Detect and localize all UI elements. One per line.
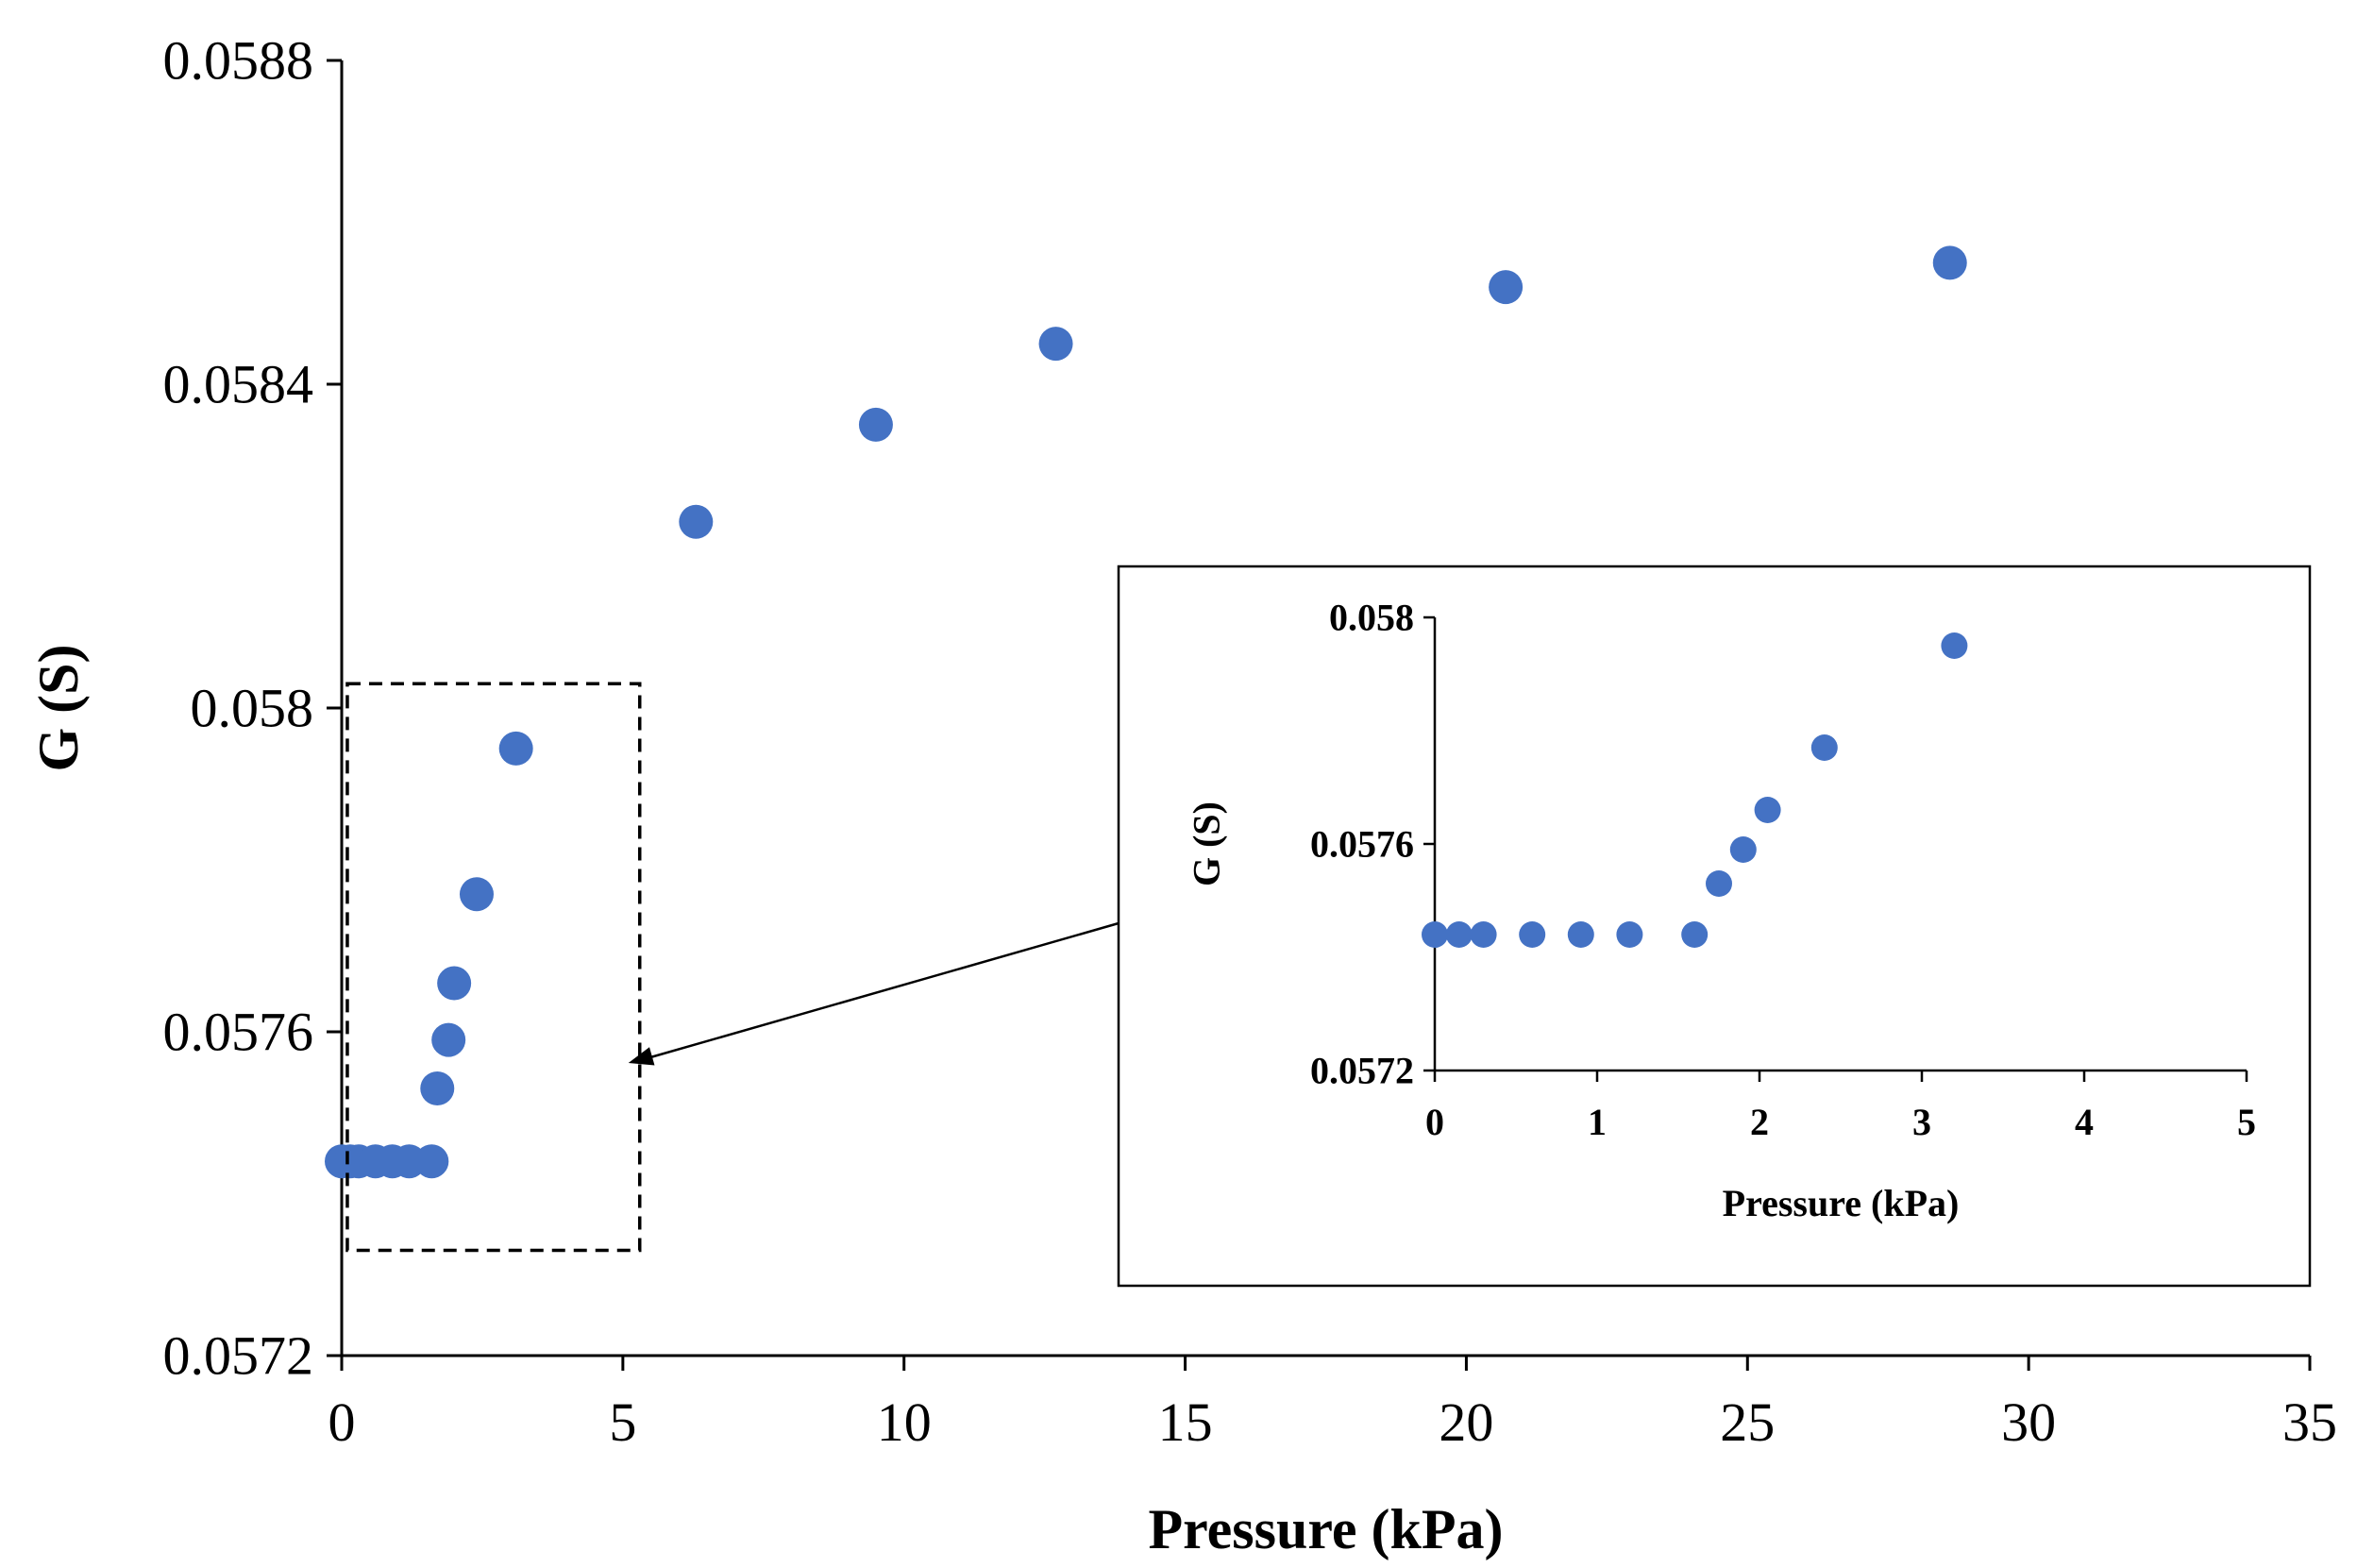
main-data-point [679, 504, 714, 539]
inset-data-point [1706, 870, 1732, 897]
main-data-point [437, 966, 472, 1001]
main-y-tick-label: 0.0576 [163, 1002, 314, 1063]
main-y-tick-label: 0.0584 [163, 354, 314, 415]
inset-data-point [1681, 921, 1709, 948]
inset-x-tick-label: 5 [2237, 1101, 2256, 1143]
main-x-tick-label: 15 [1158, 1391, 1213, 1453]
inset-x-tick-label: 2 [1750, 1101, 1769, 1143]
inset-data-point [1810, 734, 1838, 761]
main-data-point [498, 731, 533, 766]
main-x-tick-label: 10 [877, 1391, 932, 1453]
inset-x-tick-label: 0 [1425, 1101, 1444, 1143]
inset-x-tick-label: 4 [2075, 1101, 2094, 1143]
inset-data-point [1729, 836, 1757, 863]
inset-data-point [1941, 632, 1968, 659]
main-y-tick-label: 0.0572 [163, 1325, 314, 1387]
inset-frame [1117, 565, 2312, 1288]
inset-x-axis-title: Pressure (kPa) [1723, 1182, 1960, 1224]
inset-y-axis-title: G (S) [1186, 801, 1228, 886]
inset-data-point [1616, 921, 1643, 948]
inset-data-point [1470, 921, 1497, 948]
main-x-tick-label: 20 [1439, 1391, 1493, 1453]
main-data-point [459, 877, 494, 912]
inset-y-tick-label: 0.0572 [1310, 1050, 1414, 1092]
zoom-arrow-line [647, 921, 1120, 1060]
main-x-tick-label: 5 [609, 1391, 636, 1453]
inset-data-point [1754, 797, 1781, 823]
main-data-point [431, 1022, 466, 1057]
inset-y-tick-label: 0.058 [1329, 597, 1414, 639]
main-data-point [858, 407, 893, 442]
main-data-point [1489, 270, 1524, 305]
inset-x-tick-label: 1 [1588, 1101, 1607, 1143]
inset-plot: 0.0572 0.0576 0.058 0 1 2 3 4 5 Pressure (kPa) G (… [1117, 565, 2312, 1288]
main-x-tick-label: 0 [328, 1391, 356, 1453]
inset-data-point [1519, 921, 1546, 948]
main-x-tick-label: 35 [2282, 1391, 2337, 1453]
inset-data-point [1445, 921, 1473, 948]
main-x-tick-label: 30 [2001, 1391, 2056, 1453]
main-x-tick-label: 25 [1720, 1391, 1775, 1453]
main-y-tick-label: 0.058 [191, 678, 314, 739]
main-data-point [414, 1144, 449, 1179]
zoom-arrow-head [628, 1047, 655, 1066]
inset-y-tick-label: 0.0576 [1310, 823, 1414, 866]
main-data-point [420, 1071, 455, 1106]
inset-x-tick-label: 3 [1912, 1101, 1931, 1143]
inset-data-point [1567, 921, 1594, 948]
main-y-axis-title: G (S) [27, 645, 90, 772]
zoom-region-box [345, 682, 642, 1253]
main-x-axis-title: Pressure (kPa) [1148, 1498, 1503, 1560]
main-data-point [1038, 327, 1073, 362]
inset-data-point [1422, 921, 1448, 948]
main-y-tick-label: 0.0588 [163, 30, 314, 92]
main-data-point [1932, 245, 1967, 280]
